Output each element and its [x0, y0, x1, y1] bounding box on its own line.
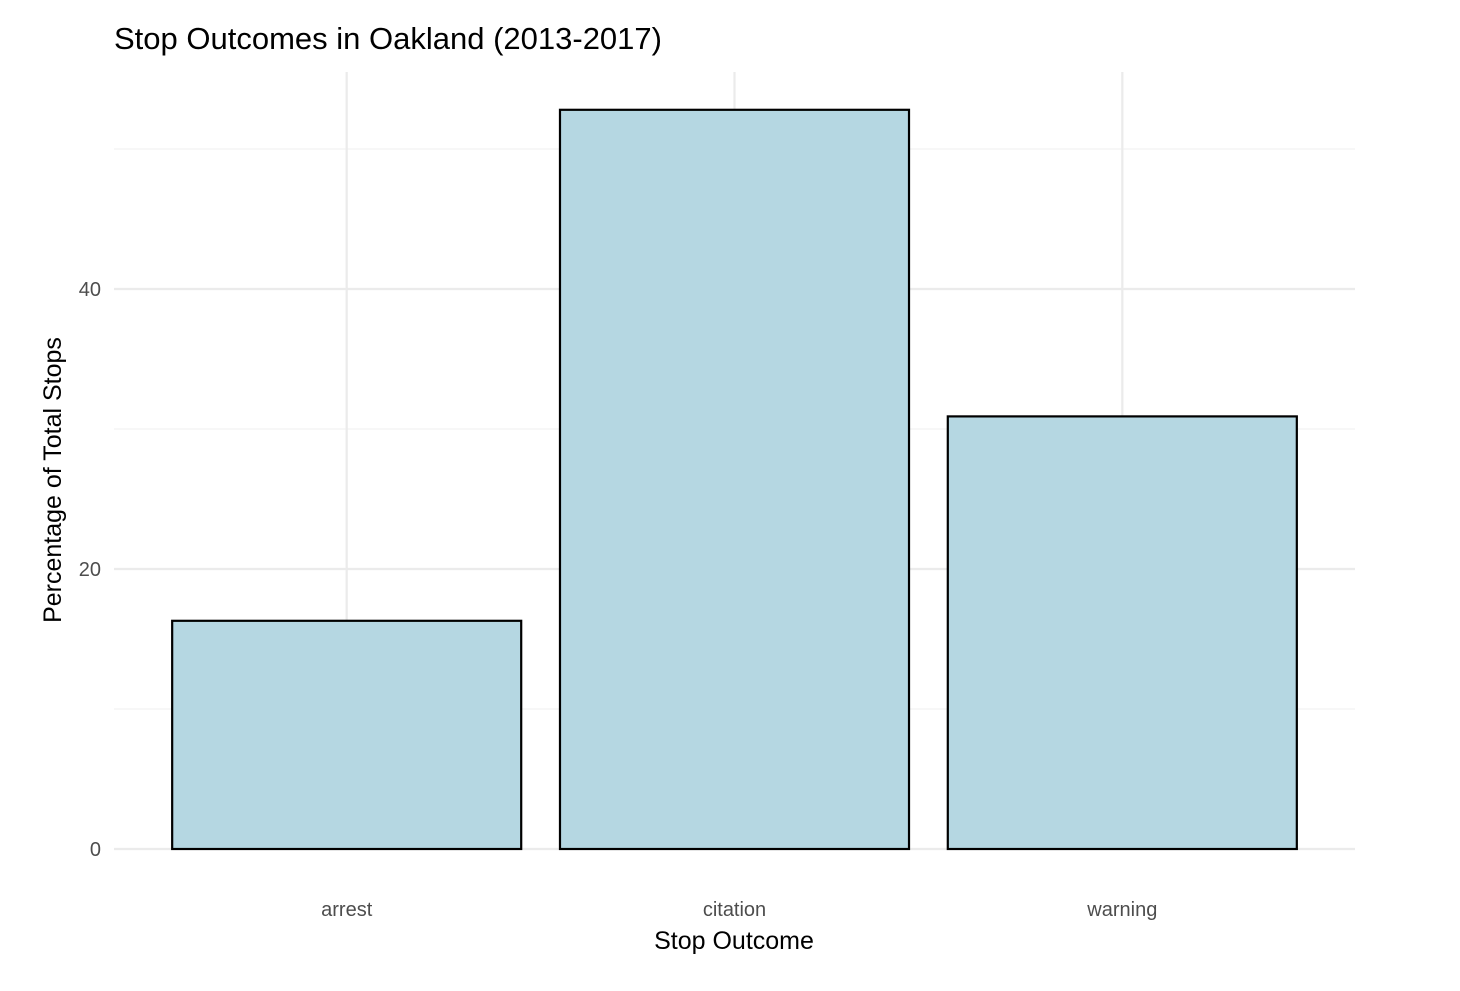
y-tick-label: 20: [79, 559, 101, 581]
y-axis-title: Percentage of Total Stops: [39, 337, 67, 623]
bar-layer: [171, 108, 1298, 851]
chart-title: Stop Outcomes in Oakland (2013-2017): [114, 21, 662, 56]
y-tick-label: 40: [79, 279, 101, 301]
bar-warning: [946, 415, 1298, 851]
x-tick-label-arrest: arrest: [321, 899, 373, 921]
bar-citation: [558, 108, 911, 851]
tick-label-layer: 0 20 40 arrest citation warning: [79, 279, 1158, 921]
y-tick-label: 0: [90, 839, 101, 861]
x-tick-label-citation: citation: [703, 899, 766, 921]
bar-arrest: [171, 619, 523, 851]
x-tick-label-warning: warning: [1086, 899, 1157, 921]
x-axis-title: Stop Outcome: [654, 927, 814, 955]
